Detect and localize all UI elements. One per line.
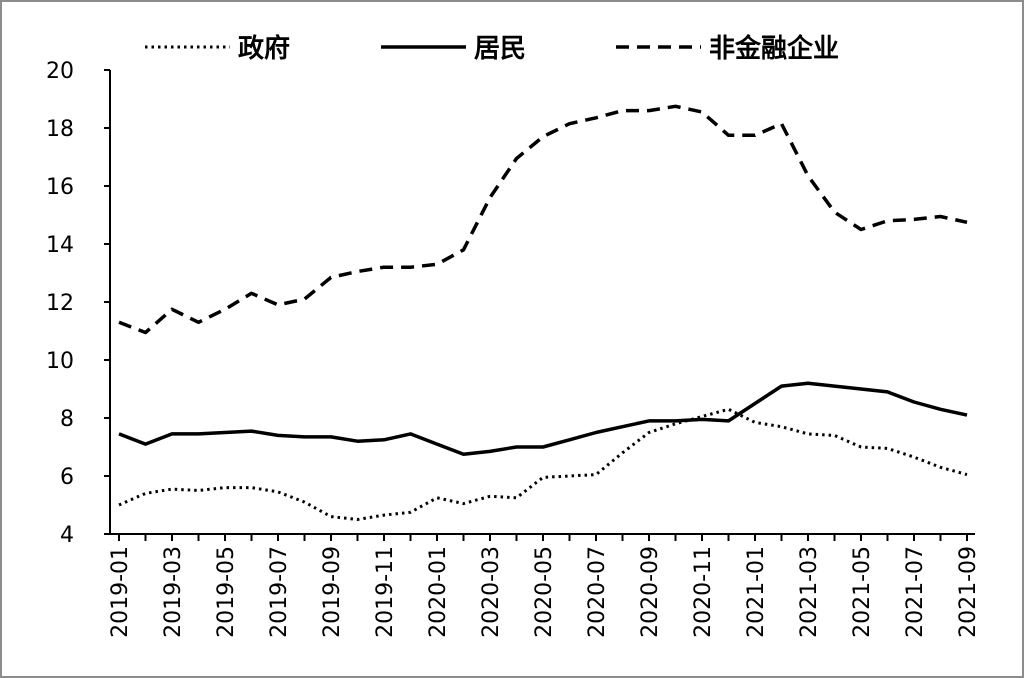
x-tick-label: 2019-09: [320, 546, 345, 638]
x-tick-label: 2019-07: [267, 546, 292, 638]
legend-label: 非金融企业: [709, 33, 839, 64]
x-tick-label: 2020-05: [532, 546, 557, 638]
axes: [109, 70, 975, 535]
x-tick-label: 2021-09: [956, 546, 981, 638]
legend-label: 居民: [474, 34, 526, 64]
y-tick-label: 14: [46, 233, 74, 258]
y-tick-label: 10: [46, 349, 74, 374]
x-tick-label: 2020-09: [638, 546, 663, 638]
x-tick-label: 2019-03: [161, 546, 186, 638]
y-tick-label: 4: [60, 523, 74, 548]
y-tick-label: 20: [46, 59, 74, 84]
x-tick-label: 2020-01: [426, 546, 451, 638]
y-tick-label: 12: [46, 291, 74, 316]
x-tick-label: 2021-03: [797, 546, 822, 638]
legend-label: 政府: [238, 33, 290, 64]
x-tick-label: 2021-01: [744, 546, 769, 638]
legend: 政府 居民 非金融企业: [145, 33, 839, 64]
x-tick-label: 2020-11: [691, 546, 716, 638]
x-tick-label: 2019-05: [214, 546, 239, 638]
y-tick-label: 8: [60, 407, 74, 432]
x-tick-label: 2019-11: [373, 546, 398, 638]
series-line-dotted: [118, 407, 968, 521]
x-tick-label: 2020-07: [585, 546, 610, 638]
series-line-dashed: [118, 104, 968, 335]
x-tick-label: 2020-03: [479, 546, 504, 638]
y-axis-ticks: 4 6 8 10 12 14 16 18 20: [46, 59, 110, 548]
x-tick-label: 2021-07: [903, 546, 928, 638]
x-tick-label: 2019-01: [108, 546, 133, 638]
series-layer: [118, 104, 968, 521]
y-tick-label: 6: [60, 465, 74, 490]
x-axis-ticks: 2019-01 2019-03 2019-05 2019-07 2019-09 2019-…: [108, 534, 981, 638]
y-tick-label: 18: [46, 117, 74, 142]
x-tick-label: 2021-05: [850, 546, 875, 638]
series-line-solid: [118, 381, 968, 457]
y-tick-label: 16: [46, 175, 74, 200]
